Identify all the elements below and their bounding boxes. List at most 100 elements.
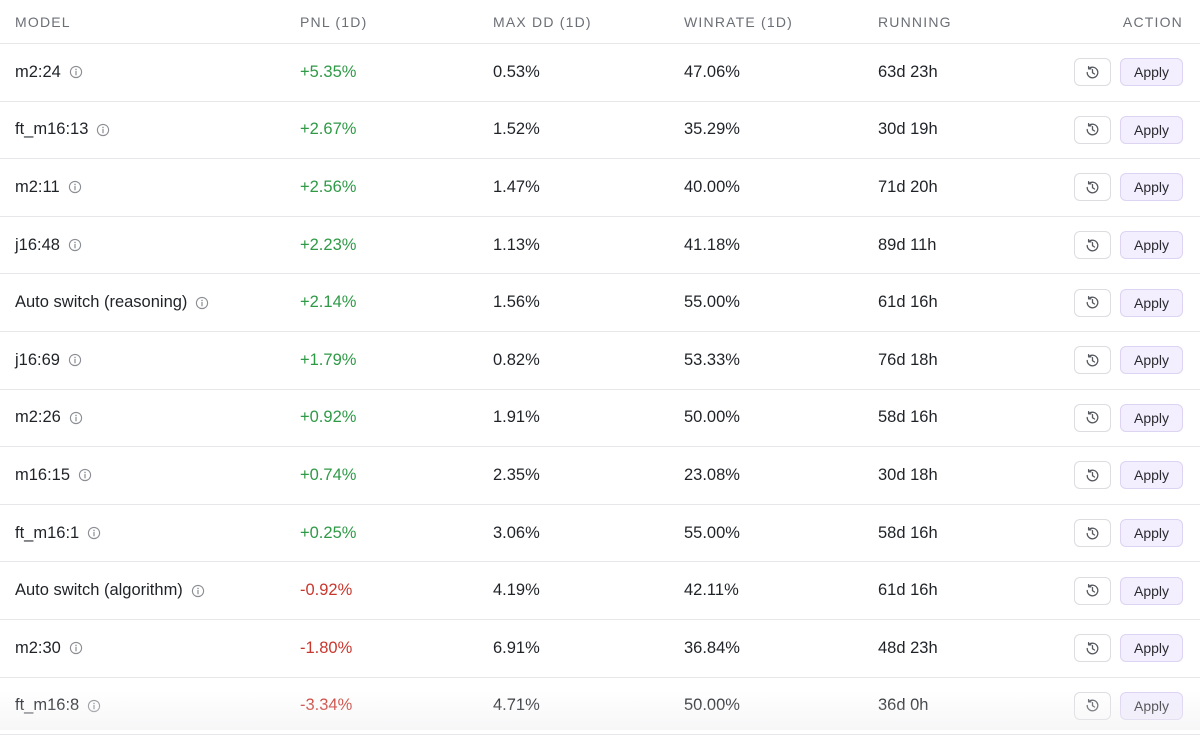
- history-icon: [1084, 121, 1101, 138]
- table-row: m2:30 -1.80% 6.91% 36.84% 48d 23h Apply: [0, 620, 1200, 678]
- apply-button[interactable]: Apply: [1120, 634, 1183, 663]
- table-row: ft_m16:1 +0.25% 3.06% 55.00% 58d 16h Apply: [0, 505, 1200, 563]
- running-value: 89d 11h: [878, 235, 937, 254]
- history-icon: [1084, 697, 1101, 714]
- action-cell: Apply: [1068, 691, 1200, 720]
- winrate-value: 42.11%: [684, 581, 739, 600]
- history-icon: [1084, 352, 1101, 369]
- apply-button[interactable]: Apply: [1120, 173, 1183, 202]
- max-dd-value: 2.35%: [493, 465, 540, 484]
- history-icon: [1084, 179, 1101, 196]
- table-row: j16:48 +2.23% 1.13% 41.18% 89d 11h Apply: [0, 217, 1200, 275]
- model-name: m2:11: [15, 177, 60, 196]
- table-row: m2:24 +5.35% 0.53% 47.06% 63d 23h Apply: [0, 44, 1200, 102]
- running-value: 61d 16h: [878, 293, 938, 312]
- pnl-value: -1.80%: [300, 638, 353, 657]
- apply-button[interactable]: Apply: [1120, 288, 1183, 317]
- model-name: ft_m16:13: [15, 120, 89, 139]
- history-button[interactable]: [1074, 288, 1111, 317]
- model-cell: m2:11: [0, 178, 300, 197]
- model-name: j16:48: [15, 235, 60, 254]
- info-icon[interactable]: [87, 699, 101, 713]
- history-button[interactable]: [1074, 519, 1111, 548]
- running-value: 30d 18h: [878, 465, 938, 484]
- apply-button[interactable]: Apply: [1120, 346, 1183, 375]
- model-cell: ft_m16:8: [0, 696, 300, 715]
- history-button[interactable]: [1074, 346, 1111, 375]
- history-button[interactable]: [1074, 115, 1111, 144]
- model-name: Auto switch (algorithm): [15, 581, 183, 600]
- max-dd-value: 1.47%: [493, 177, 540, 196]
- action-cell: Apply: [1068, 115, 1200, 144]
- model-name: m2:30: [15, 638, 61, 657]
- apply-button[interactable]: Apply: [1120, 58, 1183, 87]
- running-value: 71d 20h: [878, 177, 938, 196]
- running-value: 36d 0h: [878, 696, 929, 715]
- info-icon[interactable]: [69, 641, 83, 655]
- history-button[interactable]: [1074, 576, 1111, 605]
- pnl-value: +2.67%: [300, 120, 357, 139]
- apply-button[interactable]: Apply: [1120, 576, 1183, 605]
- pnl-value: +5.35%: [300, 62, 357, 81]
- table-row: m16:15 +0.74% 2.35% 23.08% 30d 18h Apply: [0, 447, 1200, 505]
- winrate-value: 35.29%: [684, 120, 740, 139]
- info-icon[interactable]: [195, 296, 209, 310]
- apply-button[interactable]: Apply: [1120, 691, 1183, 720]
- info-icon[interactable]: [68, 353, 82, 367]
- max-dd-value: 4.19%: [493, 581, 540, 600]
- history-button[interactable]: [1074, 691, 1111, 720]
- table-row: Auto switch (algorithm) -0.92% 4.19% 42.11%…: [0, 562, 1200, 620]
- winrate-value: 23.08%: [684, 465, 740, 484]
- info-icon[interactable]: [78, 468, 92, 482]
- apply-button[interactable]: Apply: [1120, 231, 1183, 260]
- header-max-dd: MAX DD (1D): [493, 13, 592, 30]
- history-icon: [1084, 294, 1101, 311]
- history-button[interactable]: [1074, 58, 1111, 87]
- max-dd-value: 6.91%: [493, 638, 540, 657]
- header-model: MODEL: [15, 13, 71, 30]
- history-button[interactable]: [1074, 403, 1111, 432]
- info-icon[interactable]: [68, 180, 82, 194]
- max-dd-value: 3.06%: [493, 523, 540, 542]
- info-icon[interactable]: [191, 584, 205, 598]
- info-icon[interactable]: [68, 238, 82, 252]
- history-button[interactable]: [1074, 634, 1111, 663]
- pnl-value: +0.92%: [300, 408, 357, 427]
- info-icon[interactable]: [69, 65, 83, 79]
- pnl-value: +2.56%: [300, 177, 357, 196]
- action-cell: Apply: [1068, 58, 1200, 87]
- model-cell: ft_m16:13: [0, 120, 300, 139]
- header-action: ACTION: [1122, 13, 1183, 30]
- model-cell: m2:24: [0, 63, 300, 82]
- model-name: m2:26: [15, 408, 61, 427]
- pnl-value: +0.74%: [300, 465, 357, 484]
- max-dd-value: 0.82%: [493, 350, 540, 369]
- info-icon[interactable]: [69, 411, 83, 425]
- info-icon[interactable]: [87, 526, 101, 540]
- action-cell: Apply: [1068, 634, 1200, 663]
- history-icon: [1084, 64, 1101, 81]
- history-button[interactable]: [1074, 461, 1111, 490]
- max-dd-value: 0.53%: [493, 62, 540, 81]
- table-body: m2:24 +5.35% 0.53% 47.06% 63d 23h Apply ft_m16…: [0, 44, 1200, 735]
- max-dd-value: 1.52%: [493, 120, 540, 139]
- table-row: m2:26 +0.92% 1.91% 50.00% 58d 16h Apply: [0, 390, 1200, 448]
- apply-button[interactable]: Apply: [1120, 461, 1183, 490]
- running-value: 58d 16h: [878, 523, 938, 542]
- history-button[interactable]: [1074, 173, 1111, 202]
- winrate-value: 50.00%: [684, 696, 740, 715]
- table-header: MODEL PNL (1D) MAX DD (1D) WINRATE (1D) …: [0, 0, 1200, 44]
- table-row: m2:11 +2.56% 1.47% 40.00% 71d 20h Apply: [0, 159, 1200, 217]
- apply-button[interactable]: Apply: [1120, 403, 1183, 432]
- action-cell: Apply: [1068, 231, 1200, 260]
- apply-button[interactable]: Apply: [1120, 519, 1183, 548]
- info-icon[interactable]: [96, 123, 110, 137]
- history-button[interactable]: [1074, 231, 1111, 260]
- pnl-value: +0.25%: [300, 523, 357, 542]
- apply-button[interactable]: Apply: [1120, 115, 1183, 144]
- model-name: ft_m16:8: [15, 696, 80, 715]
- winrate-value: 36.84%: [684, 638, 740, 657]
- action-cell: Apply: [1068, 403, 1200, 432]
- max-dd-value: 4.71%: [493, 696, 540, 715]
